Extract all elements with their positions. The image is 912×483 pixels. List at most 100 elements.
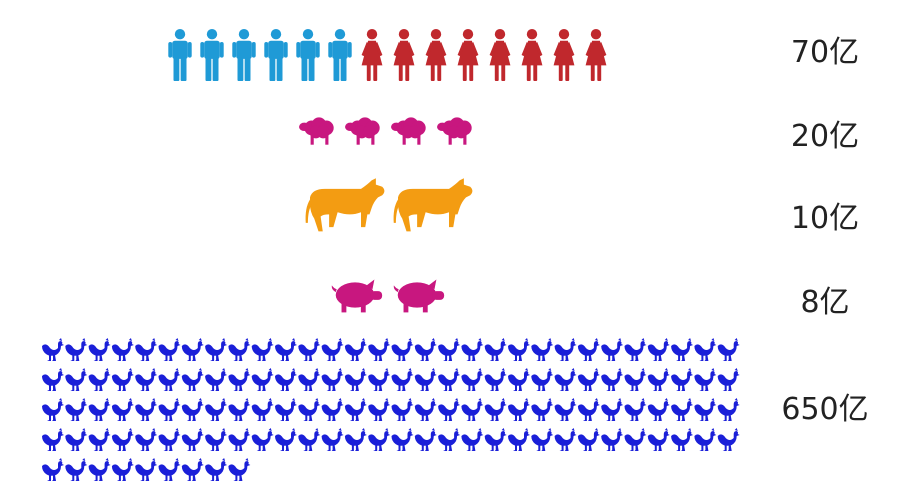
man-icon-1 [200, 29, 224, 81]
value-label-2: 10亿 [791, 201, 859, 236]
chicken-icon-123 [111, 458, 134, 481]
chicken-icon-88 [694, 398, 717, 421]
chicken-icon-100 [275, 428, 297, 451]
chicken-icon-37 [205, 368, 228, 391]
chicken-icon-10 [275, 338, 297, 361]
value-label-4: 650亿 [781, 392, 868, 427]
chicken-icon-107 [438, 428, 461, 451]
woman-icon-13 [585, 29, 607, 81]
chicken-icon-24 [601, 338, 624, 361]
chicken-icon-117 [671, 428, 694, 451]
chicken-icon-77 [438, 398, 461, 421]
chicken-icon-11 [298, 338, 321, 361]
chicken-icon-19 [484, 338, 507, 361]
chicken-icon-4 [135, 338, 158, 361]
chicken-icon-125 [158, 458, 181, 481]
chicken-icon-65 [158, 398, 181, 421]
chicken-icon-82 [554, 398, 577, 421]
chicken-icon-56 [647, 368, 670, 391]
chicken-icon-92 [88, 428, 111, 451]
chicken-icon-58 [694, 368, 717, 391]
chicken-icon-43 [344, 368, 367, 391]
woman-icon-10 [489, 29, 511, 81]
chicken-icon-49 [484, 368, 507, 391]
chicken-icon-50 [508, 368, 530, 391]
chicken-icon-1 [65, 338, 88, 361]
chicken-icon-9 [251, 338, 274, 361]
chicken-icon-39 [251, 368, 274, 391]
chicken-icon-60 [42, 398, 64, 421]
chicken-icon-29 [717, 338, 740, 361]
chicken-icon-41 [298, 368, 321, 391]
pictogram-row-2 [305, 178, 473, 232]
chicken-icon-18 [461, 338, 484, 361]
chicken-icon-47 [438, 368, 461, 391]
chicken-icon-51 [531, 368, 554, 391]
value-label-1: 20亿 [791, 119, 859, 154]
chicken-icon-101 [298, 428, 321, 451]
chicken-icon-83 [577, 398, 600, 421]
chicken-icon-12 [321, 338, 344, 361]
chicken-icon-45 [391, 368, 414, 391]
chicken-icon-63 [111, 398, 134, 421]
chicken-icon-46 [414, 368, 437, 391]
man-icon-4 [296, 29, 320, 81]
woman-icon-9 [457, 29, 479, 81]
chicken-icon-85 [624, 398, 647, 421]
chicken-icon-94 [135, 428, 158, 451]
chicken-icon-75 [391, 398, 414, 421]
chicken-icon-34 [135, 368, 158, 391]
chicken-icon-69 [251, 398, 274, 421]
pig-icon-0 [331, 279, 383, 313]
chicken-icon-122 [88, 458, 111, 481]
chicken-icon-116 [647, 428, 670, 451]
woman-icon-12 [553, 29, 575, 81]
chicken-icon-118 [694, 428, 717, 451]
chicken-icon-6 [181, 338, 204, 361]
chicken-icon-26 [647, 338, 670, 361]
chicken-icon-87 [671, 398, 694, 421]
chicken-icon-111 [531, 428, 554, 451]
chicken-icon-44 [368, 368, 391, 391]
woman-icon-8 [425, 29, 447, 81]
chicken-icon-0 [42, 338, 64, 361]
chicken-icon-17 [438, 338, 461, 361]
sheep-icon-2 [391, 117, 426, 145]
chicken-icon-42 [321, 368, 344, 391]
man-icon-0 [168, 29, 192, 81]
chicken-icon-20 [508, 338, 530, 361]
chicken-icon-21 [531, 338, 554, 361]
chicken-icon-70 [275, 398, 297, 421]
chicken-icon-115 [624, 428, 647, 451]
chicken-icon-105 [391, 428, 414, 451]
chicken-icon-35 [158, 368, 181, 391]
chicken-icon-67 [205, 398, 228, 421]
chicken-icon-90 [42, 428, 64, 451]
cow-icon-1 [393, 178, 473, 232]
chicken-icon-71 [298, 398, 321, 421]
pictogram-row-3 [331, 279, 445, 313]
man-icon-3 [264, 29, 288, 81]
sheep-icon-3 [437, 117, 472, 145]
chicken-icon-81 [531, 398, 554, 421]
chicken-icon-22 [554, 338, 577, 361]
chicken-icon-5 [158, 338, 181, 361]
chicken-icon-103 [344, 428, 367, 451]
chicken-icon-98 [228, 428, 251, 451]
chicken-icon-110 [508, 428, 530, 451]
pig-icon-1 [393, 279, 445, 313]
chicken-icon-30 [42, 368, 64, 391]
sheep-icon-1 [345, 117, 380, 145]
chicken-icon-13 [344, 338, 367, 361]
chicken-icon-99 [251, 428, 274, 451]
chicken-icon-27 [671, 338, 694, 361]
chicken-icon-89 [717, 398, 740, 421]
chicken-icon-66 [181, 398, 204, 421]
chicken-icon-102 [321, 428, 344, 451]
chicken-icon-120 [42, 458, 64, 481]
pictogram-row-4 [42, 338, 740, 481]
chicken-icon-86 [647, 398, 670, 421]
chicken-icon-62 [88, 398, 111, 421]
chicken-icon-61 [65, 398, 88, 421]
